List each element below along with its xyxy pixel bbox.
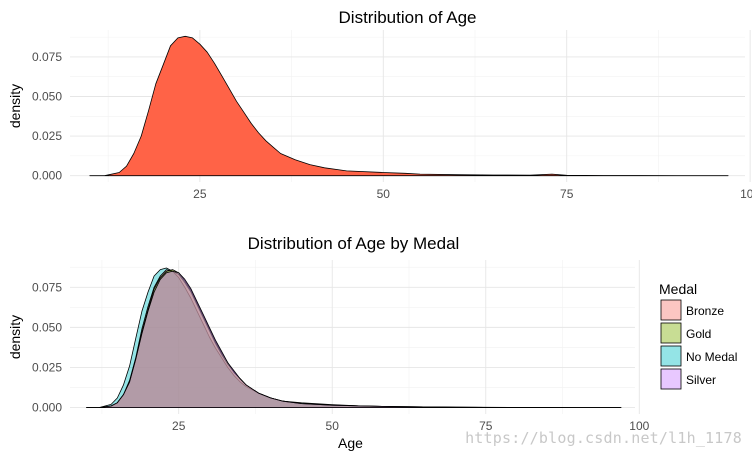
chart-panel-1: 0.000 0.025 0.050 0.075 25 50 75 100 Distributio… bbox=[7, 8, 752, 201]
y-tick-label: 0.075 bbox=[32, 280, 62, 294]
y-tick-label: 0.000 bbox=[32, 169, 62, 183]
chart-title: Distribution of Age bbox=[339, 8, 477, 27]
y-tick-label: 0.075 bbox=[32, 50, 62, 64]
x-axis-label: Age bbox=[338, 435, 363, 451]
y-tick-label: 0.025 bbox=[32, 129, 62, 143]
y-axis-label: density bbox=[7, 84, 23, 128]
x-tick-label: 75 bbox=[560, 187, 574, 201]
legend-swatch-no-medal bbox=[660, 345, 682, 367]
x-tick-label: 75 bbox=[479, 419, 493, 433]
legend-swatch-gold bbox=[660, 322, 682, 344]
x-tick-label: 50 bbox=[326, 419, 340, 433]
x-tick-label: 100 bbox=[740, 187, 752, 201]
watermark-text: https://blog.csdn.net/l1h_1178 bbox=[465, 429, 742, 447]
legend-label: Gold bbox=[686, 327, 711, 341]
chart-title: Distribution of Age by Medal bbox=[248, 234, 460, 253]
y-axis-label: density bbox=[7, 315, 23, 359]
y-tick-label: 0.025 bbox=[32, 360, 62, 374]
x-tick-label: 25 bbox=[193, 187, 207, 201]
y-tick-label: 0.050 bbox=[32, 320, 62, 334]
y-tick-label: 0.000 bbox=[32, 401, 62, 415]
x-tick-label: 100 bbox=[629, 419, 649, 433]
density-area-age bbox=[89, 35, 729, 177]
legend-label: Silver bbox=[686, 373, 716, 387]
legend-title: Medal bbox=[659, 281, 697, 297]
x-tick-label: 50 bbox=[377, 187, 391, 201]
legend-label: Bronze bbox=[686, 304, 724, 318]
y-tick-label: 0.050 bbox=[32, 90, 62, 104]
chart-panel-2: 0.000 0.025 0.050 0.075 25 50 75 100 Distributio… bbox=[7, 234, 737, 451]
density-area-silver bbox=[86, 270, 622, 408]
legend-label: No Medal bbox=[686, 350, 737, 364]
x-tick-label: 25 bbox=[172, 419, 186, 433]
legend-swatch-bronze bbox=[660, 299, 682, 321]
legend-swatch-silver bbox=[660, 368, 682, 390]
legend: Medal Bronze Gold No Medal Silver bbox=[659, 281, 737, 390]
